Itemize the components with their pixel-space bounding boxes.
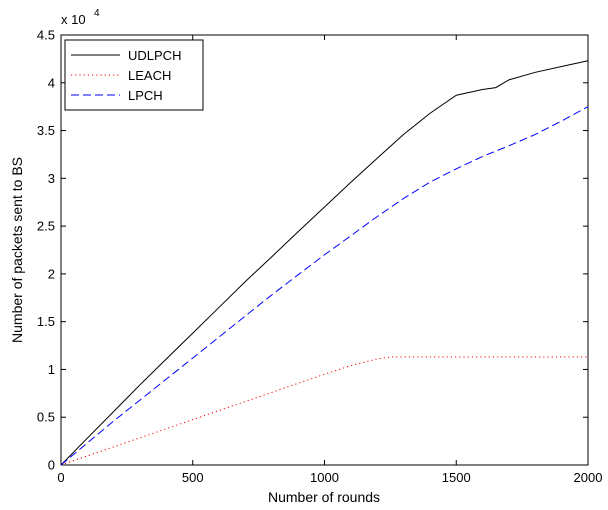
y-tick-label: 4.5	[37, 28, 55, 43]
y-multiplier-base: x 10	[61, 12, 86, 27]
y-axis-ticks: 0 0.5 1 1.5 2 2.5 3 3.5 4 4.5	[37, 28, 588, 473]
x-axis-title: Number of rounds	[268, 489, 380, 505]
legend-label-udlpch: UDLPCH	[128, 48, 181, 63]
y-tick-label: 4	[48, 75, 55, 90]
y-tick-label: 1	[48, 362, 55, 377]
legend-label-lpch: LPCH	[128, 88, 163, 103]
x-tick-label: 1000	[310, 470, 339, 485]
y-tick-label: 0	[48, 458, 55, 473]
series-line-lpch	[60, 106, 589, 466]
x-axis-ticks: 0 500 1000 1500 2000	[57, 35, 602, 485]
x-tick-label: 500	[182, 470, 204, 485]
y-tick-label: 0.5	[37, 410, 55, 425]
y-tick-label: 3.5	[37, 123, 55, 138]
x-tick-label: 0	[57, 470, 64, 485]
x-tick-label: 2000	[574, 470, 603, 485]
y-tick-label: 3	[48, 171, 55, 186]
y-tick-label: 2	[48, 266, 55, 281]
y-tick-label: 1.5	[37, 314, 55, 329]
x-tick-label: 1500	[442, 470, 471, 485]
legend-label-leach: LEACH	[128, 68, 171, 83]
y-axis-title: Number of packets sent to BS	[9, 157, 25, 343]
y-multiplier-exponent: 4	[94, 8, 100, 19]
series-line-udlpch	[60, 60, 589, 466]
legend: UDLPCH LEACH LPCH	[64, 39, 204, 111]
y-multiplier: x 10 4	[61, 8, 100, 27]
y-tick-label: 2.5	[37, 219, 55, 234]
series-lines	[60, 60, 589, 466]
